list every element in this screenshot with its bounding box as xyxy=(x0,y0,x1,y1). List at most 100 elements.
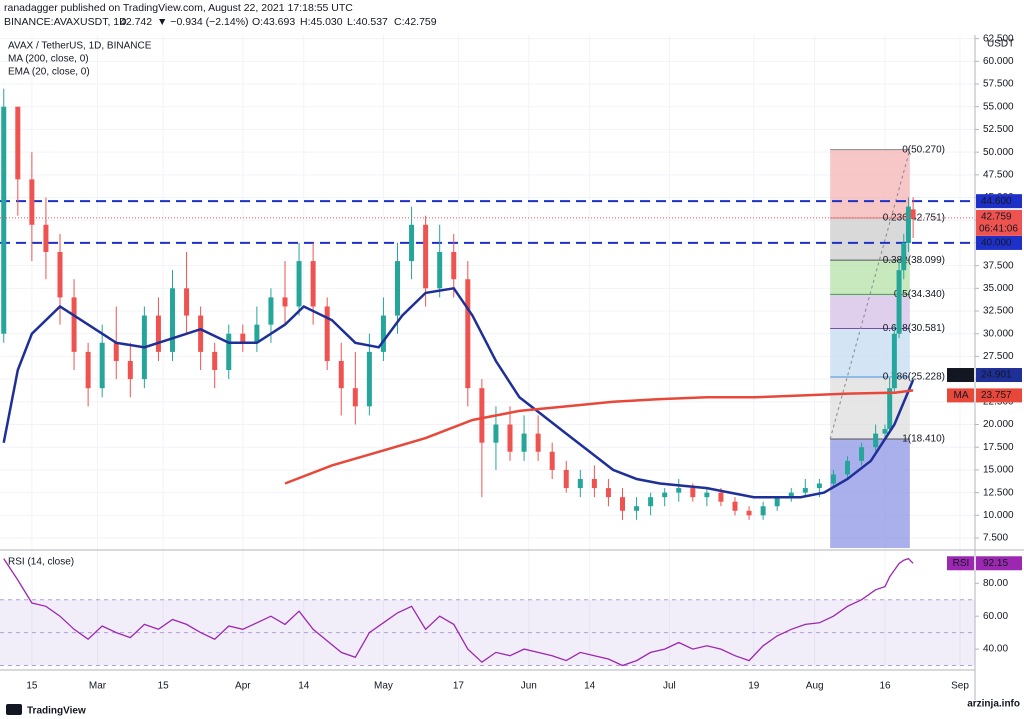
x-tick-label: Jul xyxy=(663,681,676,692)
candle-body xyxy=(910,209,916,218)
y-tick-label: 52.500 xyxy=(983,124,1014,135)
candle-body xyxy=(788,492,794,498)
indicator-name-tag xyxy=(947,368,974,383)
candle-body xyxy=(15,106,21,180)
candle-body xyxy=(85,351,91,389)
x-tick-label: Sep xyxy=(951,681,969,692)
candle-body xyxy=(479,388,485,443)
y-tick-label: 12.500 xyxy=(983,487,1014,498)
fib-label: 1(18.410) xyxy=(902,434,945,445)
candle-body xyxy=(774,497,780,507)
candle-body xyxy=(465,279,471,389)
indicator-name: EMA xyxy=(950,370,972,381)
indicator-name: MA xyxy=(954,390,969,401)
candle-body xyxy=(437,252,443,289)
candle-body xyxy=(901,242,907,271)
candle-body xyxy=(634,506,640,511)
indicator-line xyxy=(2,286,915,499)
candle-body xyxy=(676,488,682,493)
close: C:42.759 xyxy=(394,16,437,28)
fib-label: 0.786(25.228) xyxy=(883,372,945,383)
x-tick-label: Jun xyxy=(521,681,537,692)
indicator-value-tag xyxy=(976,368,1022,383)
y-tick-label: 62.500 xyxy=(983,33,1014,44)
logo: TradingView xyxy=(6,704,86,717)
candle-body xyxy=(352,388,358,407)
indicator-value: 23.757 xyxy=(981,390,1012,401)
candle-body xyxy=(99,342,105,389)
x-tick-label: Mar xyxy=(89,681,107,692)
rsi-value-tag xyxy=(976,556,1022,571)
candle-body xyxy=(718,492,724,502)
y-tick-label: 55.000 xyxy=(983,101,1014,112)
y-tick-label: 57.500 xyxy=(983,79,1014,90)
indicator-value-tag xyxy=(976,388,1022,403)
candle-body xyxy=(324,306,330,361)
candle-body xyxy=(605,488,611,498)
candle-body xyxy=(113,342,119,361)
y-tick-label: 15.000 xyxy=(983,465,1014,476)
candle-body xyxy=(43,224,49,253)
candle-body xyxy=(184,288,190,316)
candle-body xyxy=(296,261,302,307)
fib-zone xyxy=(830,438,910,548)
candle-body xyxy=(882,429,888,434)
price-change: ▼ −0.934 (−2.14%) xyxy=(157,16,249,28)
candle-body xyxy=(620,497,625,511)
x-tick-label: 16 xyxy=(879,681,891,692)
candle-body xyxy=(310,261,316,307)
candle-body xyxy=(1,106,7,334)
candle-body xyxy=(380,315,386,352)
candle-body xyxy=(240,333,246,343)
y-tick-label: 27.500 xyxy=(983,351,1014,362)
candle-body xyxy=(905,206,911,243)
y-tick-label: 50.000 xyxy=(983,147,1014,158)
candle-body xyxy=(423,224,429,289)
candle-body xyxy=(891,333,897,389)
rsi-name: RSI xyxy=(953,558,970,569)
candle-body xyxy=(591,478,597,489)
candle-body xyxy=(535,433,541,452)
rsi-title: RSI (14, close) xyxy=(8,557,74,568)
candle-body xyxy=(760,506,766,516)
publish-line: ranadagger published on TradingView.com,… xyxy=(4,2,353,14)
last-price: 42.742 xyxy=(120,16,152,28)
x-tick-label: Apr xyxy=(235,681,251,692)
candle-body xyxy=(732,501,738,511)
candle-body xyxy=(338,360,344,389)
x-tick-label: 19 xyxy=(748,681,760,692)
fib-label: 0.618(30.581) xyxy=(883,323,945,334)
y-tick-label: 35.000 xyxy=(983,283,1014,294)
candle-body xyxy=(746,510,752,516)
candle-body xyxy=(662,492,668,498)
y-tick-label: 80.00 xyxy=(983,578,1008,589)
candle-body xyxy=(802,488,808,493)
candle-body xyxy=(648,497,654,507)
symbol: BINANCE:AVAXUSDT, 1D xyxy=(4,16,127,28)
candle-body xyxy=(873,433,879,448)
y-tick-label: 7.500 xyxy=(983,533,1008,544)
ema-legend: EMA (20, close, 0) xyxy=(8,67,90,78)
candle-body xyxy=(395,261,400,316)
indicator-value: 24.901 xyxy=(981,370,1012,381)
candle-body xyxy=(226,333,232,371)
last-price-tag xyxy=(976,209,1022,236)
candle-body xyxy=(282,297,288,307)
candle-body xyxy=(29,179,35,225)
candle-body xyxy=(563,469,569,489)
plot-area: 15 Mar 15 Apr 14 May 17 Jun 14 Jul 19 Aug 16 Sep 7.500… xyxy=(0,33,1022,692)
x-tick-label: 14 xyxy=(298,681,310,692)
rsi-value: 92.15 xyxy=(983,558,1008,569)
y-tick-label: 17.500 xyxy=(983,442,1014,453)
rsi-name-tag xyxy=(947,556,974,571)
y-tick-label: 32.500 xyxy=(983,306,1014,317)
x-tick-label: 15 xyxy=(26,681,38,692)
candle-body xyxy=(366,351,372,407)
fib-label: 0.236(42.751) xyxy=(883,213,945,224)
candle-body xyxy=(521,433,527,452)
candle-body xyxy=(57,252,63,298)
candle-body xyxy=(254,324,260,343)
candle-body xyxy=(816,483,822,489)
candle-body xyxy=(887,388,893,430)
